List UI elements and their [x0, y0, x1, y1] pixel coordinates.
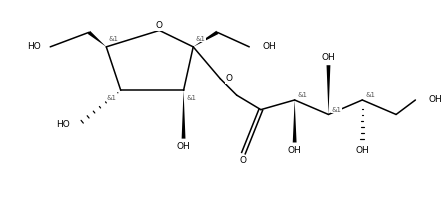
- Text: &1: &1: [106, 95, 116, 101]
- Text: &1: &1: [331, 107, 341, 113]
- Polygon shape: [182, 90, 186, 139]
- Text: &1: &1: [297, 92, 307, 98]
- Text: &1: &1: [365, 92, 375, 98]
- Polygon shape: [193, 31, 218, 47]
- Text: OH: OH: [177, 142, 191, 151]
- Text: OH: OH: [288, 146, 302, 155]
- Text: OH: OH: [429, 96, 441, 104]
- Text: &1: &1: [109, 36, 119, 42]
- Text: OH: OH: [355, 146, 369, 155]
- Text: OH: OH: [263, 42, 277, 51]
- Polygon shape: [88, 31, 106, 47]
- Polygon shape: [293, 100, 297, 142]
- Text: OH: OH: [321, 53, 335, 62]
- Text: HO: HO: [27, 42, 41, 51]
- Text: HO: HO: [56, 120, 70, 129]
- Text: O: O: [156, 21, 163, 30]
- Text: &1: &1: [186, 95, 196, 101]
- Text: &1: &1: [196, 36, 206, 42]
- Polygon shape: [326, 65, 330, 114]
- Text: O: O: [225, 74, 232, 83]
- Text: O: O: [240, 156, 247, 165]
